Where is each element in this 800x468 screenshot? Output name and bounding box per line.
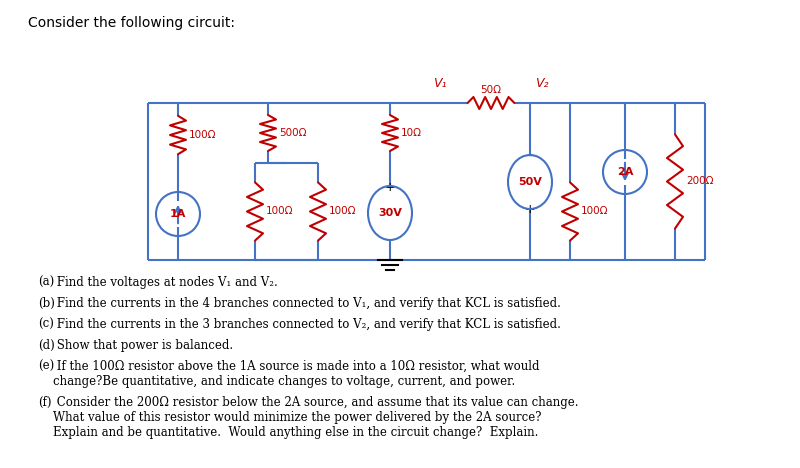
Text: Consider the following circuit:: Consider the following circuit: [28,16,235,30]
Text: If the 100Ω resistor above the 1A source is made into a 10Ω resistor, what would: If the 100Ω resistor above the 1A source… [53,360,539,373]
Text: Find the voltages at nodes V₁ and V₂.: Find the voltages at nodes V₁ and V₂. [53,276,278,289]
Text: (c): (c) [38,318,54,331]
Text: −: − [385,234,395,247]
Text: What value of this resistor would minimize the power delivered by the 2A source?: What value of this resistor would minimi… [53,411,542,424]
Text: (b): (b) [38,297,55,310]
Text: 500Ω: 500Ω [279,128,306,138]
Text: 200Ω: 200Ω [686,176,714,187]
Text: 50V: 50V [518,177,542,187]
Text: Explain and be quantitative.  Would anything else in the circuit change?  Explai: Explain and be quantitative. Would anyth… [53,426,538,439]
Text: +: + [525,203,535,216]
Text: 1A: 1A [170,209,186,219]
Text: +: + [385,181,395,194]
Text: Show that power is balanced.: Show that power is balanced. [53,339,233,352]
Text: (e): (e) [38,360,54,373]
Text: 100Ω: 100Ω [581,206,609,217]
Text: V₁: V₁ [434,77,447,90]
Text: 30V: 30V [378,208,402,218]
Text: change?Be quantitative, and indicate changes to voltage, current, and power.: change?Be quantitative, and indicate cha… [53,375,515,388]
Text: (f): (f) [38,396,51,409]
Text: 50Ω: 50Ω [481,85,502,95]
Text: 100Ω: 100Ω [266,206,294,217]
Text: V₂: V₂ [535,77,549,90]
Text: Consider the 200Ω resistor below the 2A source, and assume that its value can ch: Consider the 200Ω resistor below the 2A … [53,396,578,409]
Text: (a): (a) [38,276,54,289]
Text: 100Ω: 100Ω [189,130,217,140]
Text: −: − [525,150,535,163]
Text: 10Ω: 10Ω [401,128,422,138]
Text: (d): (d) [38,339,54,352]
Text: Find the currents in the 4 branches connected to V₁, and verify that KCL is sati: Find the currents in the 4 branches conn… [53,297,561,310]
Text: Find the currents in the 3 branches connected to V₂, and verify that KCL is sati: Find the currents in the 3 branches conn… [53,318,561,331]
Text: 100Ω: 100Ω [329,206,357,217]
Text: 2A: 2A [617,167,633,177]
